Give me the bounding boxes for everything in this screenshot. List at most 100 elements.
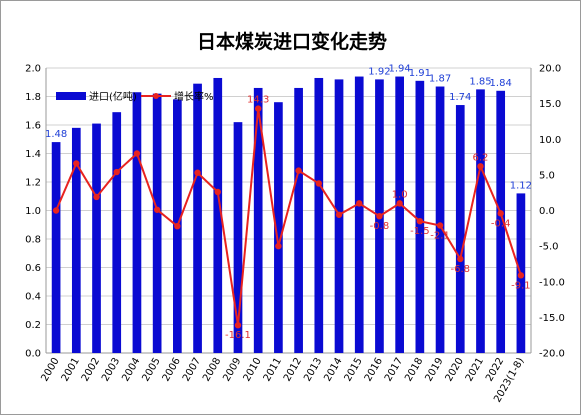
- line-value-label: 6.2: [473, 152, 489, 163]
- line-point: [73, 160, 80, 167]
- line-point: [376, 213, 383, 220]
- line-point: [234, 322, 242, 329]
- legend-line-label: 增长率%: [174, 90, 214, 103]
- x-tick-label: 2011: [262, 356, 284, 384]
- bar-value-label: 1.84: [490, 78, 512, 89]
- x-axis: 2000200120022003200420052006200720082009…: [39, 356, 526, 405]
- line-point: [254, 105, 262, 112]
- x-tick-label: 2000: [39, 356, 61, 384]
- y-left-tick-label: 1.2: [25, 178, 41, 189]
- bar: [152, 93, 162, 354]
- x-tick-label: 2009: [221, 356, 243, 384]
- line-point: [477, 163, 484, 170]
- line-point: [174, 222, 181, 230]
- line-point: [335, 211, 343, 218]
- bar: [294, 87, 303, 353]
- bar-value-label: 1.87: [429, 74, 451, 85]
- x-tick-label: 2020: [444, 356, 466, 384]
- line-point: [93, 193, 100, 201]
- line-value-label: -9.1: [511, 280, 531, 291]
- y-left-tick-label: 1.4: [25, 149, 41, 160]
- line-value-label: -6.8: [451, 264, 471, 275]
- legend-line-marker: [153, 93, 159, 99]
- y-right-tick-label: -15.0: [539, 313, 565, 324]
- line-point: [113, 168, 120, 176]
- bar-value-label: 1.12: [510, 180, 532, 191]
- line-value-label: 14.3: [247, 95, 269, 106]
- x-tick-label: 2008: [201, 356, 223, 384]
- x-tick-label: 2003: [100, 356, 122, 384]
- bar: [233, 122, 243, 354]
- bar: [51, 142, 61, 353]
- line-value-label: -2.1: [430, 230, 450, 241]
- line-point: [356, 200, 363, 207]
- x-tick-label: 2010: [242, 356, 264, 384]
- x-tick-label: 2016: [363, 356, 385, 384]
- line-point: [517, 272, 525, 279]
- x-tick-label: 2002: [80, 356, 102, 384]
- line-point: [133, 150, 141, 157]
- bar: [314, 77, 324, 353]
- line-value-label: -1.5: [410, 226, 430, 237]
- line-point: [194, 169, 201, 176]
- y-left-tick-label: 2.0: [25, 64, 41, 75]
- y-right-tick-label: 15.0: [539, 99, 561, 110]
- bar-value-label: 1.94: [389, 64, 411, 75]
- bar-value-label: 1.74: [449, 92, 471, 103]
- line-value-label: 1.0: [392, 189, 408, 200]
- right-axis: -20.0 -15.0 -10.0 -5.0 0.0 5.0 10.0 15.0 20.0: [539, 64, 565, 360]
- bar: [415, 80, 425, 353]
- y-right-tick-label: 0.0: [539, 206, 555, 217]
- y-left-tick-label: 1.0: [25, 206, 41, 217]
- x-tick-label: 2014: [322, 356, 344, 384]
- x-tick-label: 2015: [343, 356, 365, 384]
- legend: 进口(亿吨) 增长率%: [56, 90, 214, 103]
- line-point: [497, 210, 504, 217]
- y-left-tick-label: 0.8: [25, 235, 41, 246]
- y-right-tick-label: -10.0: [539, 277, 565, 288]
- bar-value-label: 1.92: [368, 66, 390, 77]
- bar: [71, 127, 81, 353]
- growth-line: [55, 108, 522, 326]
- bar: [395, 76, 404, 354]
- bar: [354, 76, 364, 354]
- line-value-label: -0.4: [491, 218, 511, 229]
- bar: [193, 83, 202, 354]
- y-left-tick-label: 0.2: [25, 320, 41, 331]
- line-point: [153, 206, 161, 213]
- legend-bar-label: 进口(亿吨): [89, 90, 137, 103]
- bar: [253, 87, 263, 353]
- x-tick-label: 2006: [161, 356, 183, 384]
- y-right-tick-label: -20.0: [539, 349, 565, 360]
- chart-title: 日本煤炭进口变化走势: [197, 30, 387, 53]
- bar-value-label: 1.85: [469, 76, 491, 87]
- line-value-label: -16.1: [225, 330, 251, 341]
- x-tick-label: 2001: [60, 356, 82, 384]
- y-right-tick-label: -5.0: [539, 242, 559, 253]
- y-right-tick-label: 20.0: [539, 64, 561, 75]
- x-tick-label: 2018: [403, 356, 425, 384]
- line-point: [315, 180, 323, 187]
- y-left-tick-label: 0.0: [25, 349, 41, 360]
- x-tick-label: 2005: [140, 356, 162, 384]
- line-point: [436, 222, 444, 229]
- y-left-tick-label: 1.8: [25, 92, 41, 103]
- x-tick-label: 2021: [464, 356, 486, 384]
- x-tick-label: 2007: [181, 356, 203, 384]
- bar: [132, 92, 142, 353]
- line-point: [396, 200, 403, 207]
- line-point: [214, 188, 221, 196]
- bar: [476, 89, 485, 353]
- line-point: [295, 167, 302, 174]
- x-tick-label: 2017: [383, 356, 405, 384]
- line-point: [457, 255, 464, 263]
- bar: [112, 112, 122, 353]
- bar: [435, 86, 445, 354]
- bar-value-label: 1.48: [45, 129, 67, 140]
- line-series: -16.1 14.3 -0.8 1.0 -1.5 -2.1 -6.8 6.2 -0.4 -9.1: [52, 95, 531, 341]
- y-right-tick-label: 5.0: [539, 170, 555, 181]
- y-left-tick-label: 0.6: [25, 263, 41, 274]
- y-right-tick-label: 10.0: [539, 135, 561, 146]
